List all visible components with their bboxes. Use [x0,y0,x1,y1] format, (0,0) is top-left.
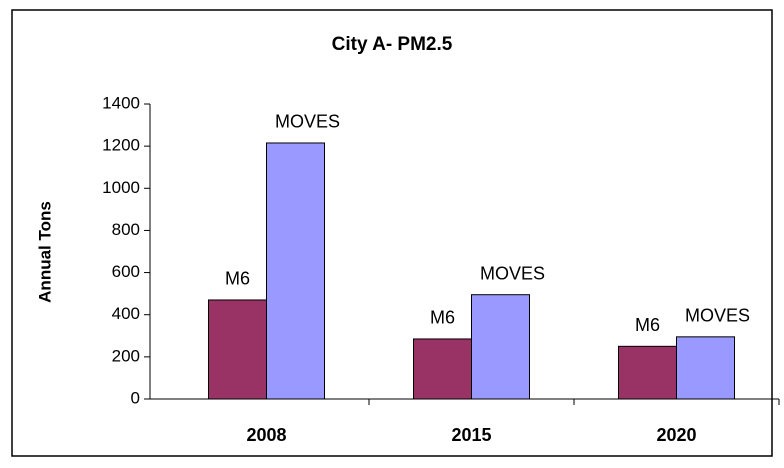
y-tick-label: 1200 [102,136,140,155]
y-tick-label: 200 [112,346,140,365]
bar-series-label: MOVES [685,306,750,326]
bar-series-label: M6 [635,315,660,335]
y-tick-label: 1400 [102,93,140,112]
bar-series-label: M6 [225,269,250,289]
bar-series-label: MOVES [480,263,545,283]
bar-series-label: M6 [430,308,455,328]
bar [208,299,267,400]
bar [471,294,530,400]
bar [676,336,735,400]
y-tick-label: 800 [112,220,140,239]
y-axis-label: Annual Tons [35,201,54,303]
x-tick-label: 2008 [246,425,286,445]
chart-title: City A- PM2.5 [332,34,453,55]
y-tick-label: 0 [131,388,140,407]
y-tick-label: 1000 [102,178,140,197]
bar [266,142,325,400]
y-tick-label: 400 [112,304,140,323]
bar-series-label: MOVES [275,112,340,132]
x-tick-label: 2020 [656,425,696,445]
bar [618,345,677,400]
y-tick-label: 600 [112,262,140,281]
bar [413,338,472,400]
x-tick-label: 2015 [451,425,491,445]
